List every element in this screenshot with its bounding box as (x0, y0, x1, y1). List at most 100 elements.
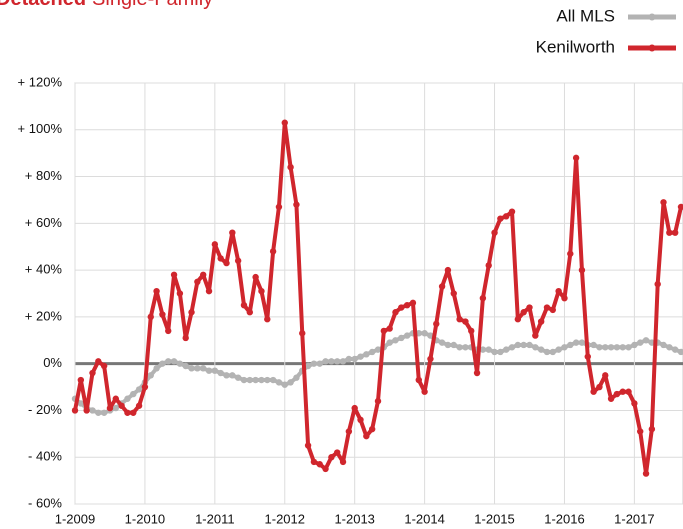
point (567, 341, 574, 349)
point (316, 360, 323, 367)
point (258, 287, 265, 295)
x-tick-label: 1-2017 (614, 511, 654, 526)
point (602, 372, 609, 379)
point (89, 369, 96, 377)
point (578, 266, 586, 274)
point (409, 299, 417, 307)
point (246, 309, 254, 316)
point (229, 229, 236, 236)
point (572, 154, 580, 162)
point (147, 372, 154, 379)
point (677, 348, 683, 356)
point (176, 360, 184, 367)
point (357, 353, 364, 360)
point (671, 346, 679, 353)
point (322, 465, 329, 473)
x-tick-label: 1-2015 (474, 511, 514, 526)
point (427, 355, 434, 363)
point (590, 388, 597, 395)
point (281, 381, 288, 388)
point (299, 330, 306, 337)
point (89, 407, 96, 414)
point (479, 294, 487, 302)
x-tick-label: 1-2013 (334, 511, 374, 526)
point (607, 395, 615, 402)
point (625, 344, 632, 351)
point (462, 344, 469, 351)
point (660, 199, 667, 206)
x-tick-label: 1-2010 (125, 511, 165, 526)
point (508, 344, 516, 351)
point (293, 374, 300, 381)
point (561, 294, 568, 302)
point (328, 454, 335, 461)
point (520, 341, 527, 349)
point (124, 395, 131, 402)
point (269, 248, 277, 255)
y-tick-label: + 100% (18, 121, 63, 136)
point (135, 402, 143, 409)
point (287, 379, 294, 386)
point (526, 341, 533, 349)
point (415, 376, 422, 384)
point (666, 229, 673, 236)
point (240, 301, 248, 309)
point (485, 262, 492, 269)
point (252, 376, 259, 384)
x-tick-label: 1-2011 (195, 511, 235, 526)
point (666, 344, 673, 351)
point (351, 355, 358, 363)
point (398, 304, 405, 311)
point (159, 311, 166, 318)
point (147, 313, 154, 321)
point (351, 404, 358, 412)
point (374, 397, 382, 405)
point (386, 325, 393, 332)
point (374, 346, 382, 353)
point (386, 339, 393, 346)
y-tick-label: - 20% (28, 402, 62, 417)
point (188, 365, 195, 372)
point (438, 339, 446, 346)
point (607, 344, 615, 351)
point (532, 344, 539, 351)
point (141, 383, 149, 391)
point (182, 334, 189, 342)
legend-label: Kenilworth (536, 37, 615, 56)
point (287, 164, 294, 171)
point (199, 271, 207, 278)
point (625, 388, 632, 395)
x-tick-label: 1-2012 (265, 511, 305, 526)
x-tick-label: 1-2016 (544, 511, 584, 526)
y-tick-label: + 20% (25, 308, 63, 323)
point (444, 266, 452, 274)
point (555, 346, 562, 353)
point (491, 229, 498, 236)
point (112, 404, 119, 412)
y-tick-label: 0% (43, 355, 62, 370)
point (532, 332, 539, 339)
point (310, 458, 318, 466)
point (211, 367, 219, 374)
point (392, 337, 399, 344)
point (334, 358, 341, 365)
point (275, 379, 283, 386)
point (468, 327, 475, 335)
point (316, 461, 323, 468)
point (450, 341, 457, 349)
point (619, 344, 626, 351)
point (520, 309, 527, 316)
point (106, 404, 114, 412)
point (217, 369, 224, 377)
point (403, 332, 411, 339)
point (112, 395, 119, 402)
point (567, 250, 574, 257)
point (130, 390, 137, 398)
point (153, 287, 160, 295)
point (77, 400, 85, 407)
point (433, 320, 440, 328)
point (456, 344, 463, 351)
point (660, 341, 667, 349)
point (537, 318, 545, 325)
